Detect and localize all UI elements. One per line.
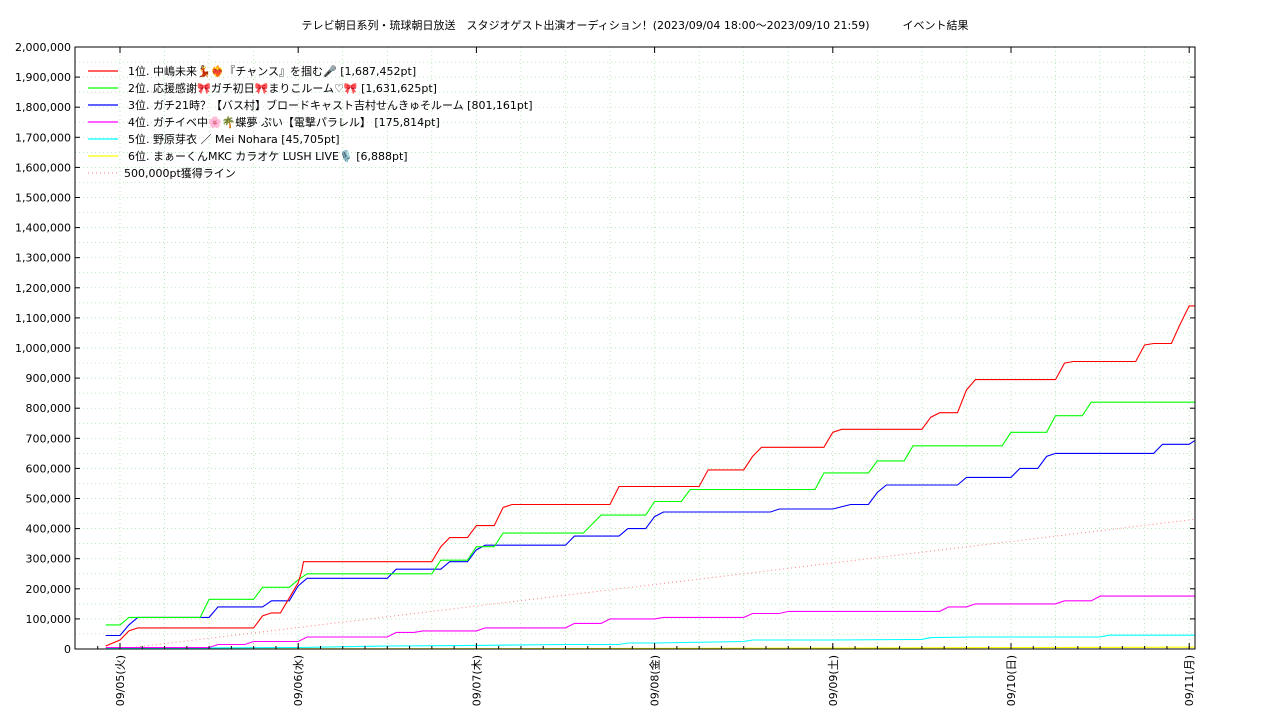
series-line-4 bbox=[105, 595, 1195, 649]
y-tick-label: 2,000,000 bbox=[15, 41, 71, 54]
y-tick-label: 100,000 bbox=[26, 613, 72, 626]
chart-title: テレビ朝日系列・琉球朝日放送 スタジオゲスト出演オーディション！(2023/09… bbox=[301, 19, 969, 32]
series-line-2 bbox=[105, 401, 1195, 626]
legend-entry-7: 500,000pt獲得ライン bbox=[124, 167, 236, 180]
y-tick-label: 1,100,000 bbox=[15, 312, 71, 325]
legend-entry-6: 6位. まぁーくんMKC カラオケ LUSH LIVE🎙️ [6,888pt] bbox=[128, 149, 408, 163]
y-tick-label: 1,600,000 bbox=[15, 161, 71, 174]
legend-entry-5: 5位. 野原芽衣 ／ Mei Nohara [45,705pt] bbox=[128, 132, 340, 146]
y-tick-label: 700,000 bbox=[26, 432, 72, 445]
x-tick-label: 09/06(水) bbox=[292, 655, 305, 706]
y-tick-label: 1,400,000 bbox=[15, 222, 71, 235]
y-tick-label: 1,800,000 bbox=[15, 101, 71, 114]
x-tick-label: 09/07(木) bbox=[470, 655, 483, 706]
y-tick-label: 1,700,000 bbox=[15, 131, 71, 144]
legend-entry-3: 3位. ガチ21時？【バス村】ブロードキャスト吉村せんきゅそルーム [801,1… bbox=[128, 98, 533, 112]
y-tick-label: 1,300,000 bbox=[15, 252, 71, 265]
y-tick-label: 800,000 bbox=[26, 402, 72, 415]
series-line-3 bbox=[105, 439, 1195, 637]
series-lines bbox=[105, 305, 1195, 649]
x-tick-label: 09/11(月) bbox=[1183, 655, 1196, 706]
x-tick-label: 09/05(火) bbox=[114, 655, 127, 706]
x-axis: 09/05(火) 09/06(水) 09/07(木) 09/08(金) 09/09(土)… bbox=[97, 47, 1196, 706]
y-tick-label: 1,200,000 bbox=[15, 282, 71, 295]
series-line-1 bbox=[105, 305, 1195, 647]
y-tick-label: 600,000 bbox=[26, 462, 72, 475]
y-tick-label: 1,500,000 bbox=[15, 192, 71, 205]
legend: 1位. 中嶋未来💃❤️‍🔥『チャンス』を掴む🎤 [1,687,452pt] 2位.… bbox=[88, 64, 533, 180]
y-tick-label: 300,000 bbox=[26, 553, 72, 566]
y-tick-label: 900,000 bbox=[26, 372, 72, 385]
y-tick-label: 0 bbox=[64, 643, 71, 656]
x-tick-label: 09/08(金) bbox=[648, 655, 662, 706]
series-line-5 bbox=[105, 634, 1195, 649]
y-tick-label: 400,000 bbox=[26, 523, 72, 536]
y-axis: 0 100,000 200,000 300,000 400,000 500,000 600,… bbox=[15, 41, 1195, 656]
y-tick-label: 1,900,000 bbox=[15, 71, 71, 84]
legend-entry-2: 2位. 応援感謝🎀ガチ初日🎀まりこルーム♡🎀 [1,631,625pt] bbox=[128, 81, 437, 95]
y-tick-label: 1,000,000 bbox=[15, 342, 71, 355]
y-tick-label: 200,000 bbox=[26, 583, 72, 596]
x-tick-label: 09/10(日) bbox=[1005, 655, 1018, 706]
series-line-7 bbox=[119, 518, 1195, 649]
legend-entry-1: 1位. 中嶋未来💃❤️‍🔥『チャンス』を掴む🎤 [1,687,452pt] bbox=[128, 64, 416, 78]
legend-entry-4: 4位. ガチイベ中🌸🌴蝶夢 ぷい【電撃パラレル】 [175,814pt] bbox=[128, 115, 440, 129]
y-tick-label: 500,000 bbox=[26, 493, 72, 506]
x-tick-label: 09/09(土) bbox=[827, 655, 840, 706]
